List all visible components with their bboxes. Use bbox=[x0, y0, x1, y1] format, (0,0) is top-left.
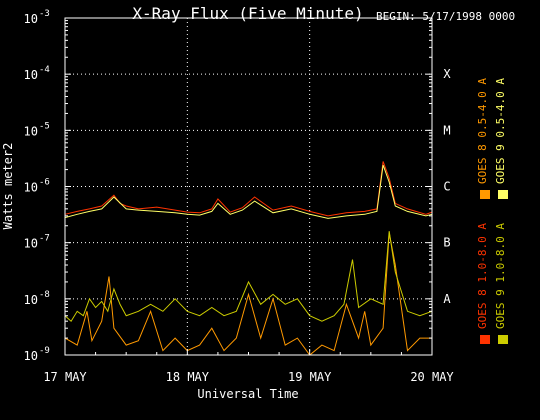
legend-swatch bbox=[498, 190, 508, 199]
chart-title: X-Ray Flux (Five Minute) bbox=[132, 4, 363, 23]
x-tick-label: 18 MAY bbox=[166, 370, 210, 384]
y-tick-exponent: -6 bbox=[39, 178, 50, 188]
y-tick-label: 10 bbox=[24, 349, 38, 363]
grid-lines bbox=[65, 18, 432, 355]
y-tick-label: 10 bbox=[24, 181, 38, 195]
y-tick-exponent: -7 bbox=[39, 234, 50, 244]
legend-swatch bbox=[480, 190, 490, 199]
x-axis-label: Universal Time bbox=[197, 387, 298, 401]
flare-class-label: C bbox=[443, 180, 450, 194]
legend-label: GOES 9 0.5-4.0 A bbox=[494, 78, 507, 184]
y-tick-exponent: -8 bbox=[39, 290, 50, 300]
series-line-2 bbox=[64, 232, 432, 356]
flare-class-label: M bbox=[443, 123, 450, 137]
data-series bbox=[64, 161, 433, 356]
legend: GOES 8 1.0-8.0 A GOES 8 0.5-4.0 A GOES 9 1… bbox=[476, 78, 508, 344]
y-tick-label: 10 bbox=[24, 237, 38, 251]
y-tick-exponent: -5 bbox=[39, 121, 50, 131]
legend-label: GOES 9 1.0-8.0 A bbox=[494, 223, 507, 329]
y-tick-label: 10 bbox=[24, 12, 38, 26]
x-axis-ticks: 17 MAY 18 MAY 19 MAY 20 MAY bbox=[43, 349, 454, 384]
y-tick-exponent: -3 bbox=[39, 9, 50, 19]
legend-swatch bbox=[480, 335, 490, 344]
x-tick-label: 17 MAY bbox=[43, 370, 87, 384]
flare-class-label: A bbox=[443, 292, 451, 306]
y-axis-label: Watts meter2 bbox=[1, 143, 15, 230]
series-line-3 bbox=[64, 164, 433, 219]
y-tick-exponent: -4 bbox=[39, 65, 50, 75]
series-line-4 bbox=[64, 231, 433, 322]
legend-label: GOES 8 1.0-8.0 A bbox=[476, 223, 489, 329]
flare-class-labels: B A C M X bbox=[443, 67, 451, 306]
y-tick-label: 10 bbox=[24, 68, 38, 82]
y-tick-label: 10 bbox=[24, 293, 38, 307]
legend-swatch bbox=[498, 335, 508, 344]
y-tick-label: 10 bbox=[24, 124, 38, 138]
flare-class-label: X bbox=[443, 67, 451, 81]
y-tick-exponent: -9 bbox=[39, 346, 50, 356]
legend-label: GOES 8 0.5-4.0 A bbox=[476, 78, 489, 184]
x-tick-label: 19 MAY bbox=[288, 370, 332, 384]
begin-date-label: BEGIN: 5/17/1998 0000 bbox=[376, 10, 515, 23]
x-tick-label: 20 MAY bbox=[410, 370, 454, 384]
y-axis-ticks: 10-910-810-710-610-510-410-3 bbox=[24, 9, 432, 363]
flare-class-label: B bbox=[443, 236, 450, 250]
